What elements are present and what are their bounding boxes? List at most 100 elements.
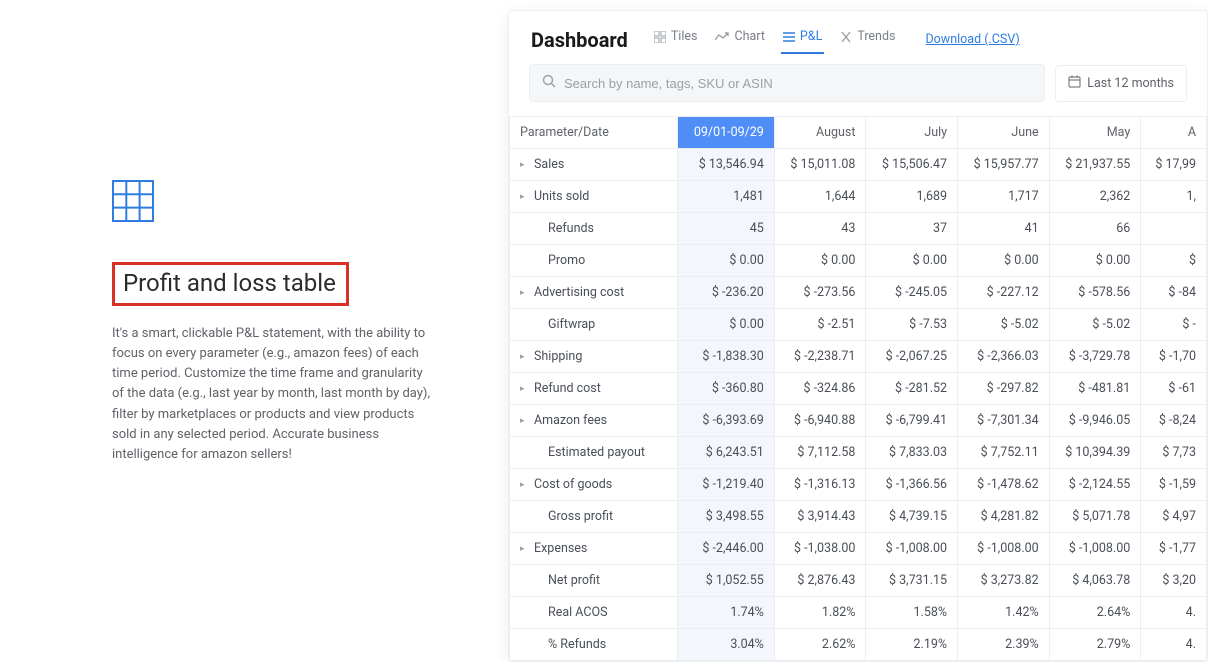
tab-trends[interactable]: Trends (838, 25, 897, 54)
param-cell[interactable]: Real ACOS (510, 597, 678, 629)
table-row[interactable]: ▸Amazon fees$ -6,393.69$ -6,940.88$ -6,7… (510, 405, 1207, 437)
value-cell: $ -6,393.69 (678, 405, 775, 437)
tab-chart[interactable]: Chart (713, 25, 766, 54)
param-label: Refund cost (534, 381, 601, 396)
param-cell[interactable]: ▸Units sold (510, 181, 678, 213)
tab-pl[interactable]: P&L (781, 25, 824, 54)
param-cell[interactable]: % Refunds (510, 629, 678, 661)
table-row[interactable]: ▸Units sold1,4811,6441,6891,7172,3621, (510, 181, 1207, 213)
param-cell[interactable]: ▸Expenses (510, 533, 678, 565)
value-cell: $ 15,011.08 (774, 149, 866, 181)
value-cell: $ -578.56 (1049, 277, 1141, 309)
table-row[interactable]: Estimated payout$ 6,243.51$ 7,112.58$ 7,… (510, 437, 1207, 469)
table-row[interactable]: Net profit$ 1,052.55$ 2,876.43$ 3,731.15… (510, 565, 1207, 597)
table-row[interactable]: % Refunds3.04%2.62%2.19%2.39%2.79%4. (510, 629, 1207, 661)
param-cell[interactable]: Refunds (510, 213, 678, 245)
calendar-icon (1068, 75, 1081, 92)
value-cell: $ 7,752.11 (958, 437, 1050, 469)
table-row[interactable]: ▸Advertising cost$ -236.20$ -273.56$ -24… (510, 277, 1207, 309)
table-row[interactable]: Promo$ 0.00$ 0.00$ 0.00$ 0.00$ 0.00$ (510, 245, 1207, 277)
col-header[interactable]: June (958, 117, 1050, 149)
value-cell: $ -9,946.05 (1049, 405, 1141, 437)
param-cell[interactable]: ▸Shipping (510, 341, 678, 373)
value-cell: $ 17,99 (1141, 149, 1207, 181)
search-box[interactable] (529, 64, 1045, 102)
table-row[interactable]: ▸Shipping$ -1,838.30$ -2,238.71$ -2,067.… (510, 341, 1207, 373)
value-cell: $ 3,20 (1141, 565, 1207, 597)
value-cell: $ -2,124.55 (1049, 469, 1141, 501)
value-cell: 2.79% (1049, 629, 1141, 661)
value-cell: $ 4,739.15 (866, 501, 958, 533)
chart-icon (715, 32, 729, 42)
param-label: Estimated payout (548, 445, 645, 460)
value-cell: $ 0.00 (678, 309, 775, 341)
value-cell: $ -3,729.78 (1049, 341, 1141, 373)
col-header[interactable]: July (866, 117, 958, 149)
table-row[interactable]: Refunds4543374166 (510, 213, 1207, 245)
table-header-row: Parameter/Date09/01-09/29AugustJulyJuneM… (510, 117, 1207, 149)
value-cell: $ -1,478.62 (958, 469, 1050, 501)
expand-icon[interactable]: ▸ (520, 416, 528, 426)
value-cell: 1,717 (958, 181, 1050, 213)
pl-table: Parameter/Date09/01-09/29AugustJulyJuneM… (509, 116, 1207, 661)
param-cell[interactable]: ▸Cost of goods (510, 469, 678, 501)
table-row[interactable]: ▸Expenses$ -2,446.00$ -1,038.00$ -1,008.… (510, 533, 1207, 565)
expand-icon[interactable]: ▸ (520, 352, 528, 362)
value-cell: $ -360.80 (678, 373, 775, 405)
value-cell: $ -1,59 (1141, 469, 1207, 501)
filter-row: Last 12 months (509, 64, 1207, 116)
value-cell: $ -1,77 (1141, 533, 1207, 565)
param-cell[interactable]: ▸ Refund cost (510, 373, 678, 405)
value-cell: $ -1,008.00 (1049, 533, 1141, 565)
table-row[interactable]: ▸Cost of goods$ -1,219.40$ -1,316.13$ -1… (510, 469, 1207, 501)
expand-icon[interactable]: ▸ (520, 192, 528, 202)
tab-tiles[interactable]: Tiles (652, 25, 700, 54)
value-cell: $ (1141, 245, 1207, 277)
value-cell: $ -2,366.03 (958, 341, 1050, 373)
value-cell: 1.74% (678, 597, 775, 629)
value-cell: $ 0.00 (958, 245, 1050, 277)
col-header[interactable]: May (1049, 117, 1141, 149)
value-cell: 43 (774, 213, 866, 245)
expand-icon[interactable]: ▸ (520, 384, 528, 394)
table-row[interactable]: Gross profit$ 3,498.55$ 3,914.43$ 4,739.… (510, 501, 1207, 533)
expand-icon[interactable]: ▸ (520, 480, 528, 490)
list-icon (783, 32, 795, 42)
expand-icon[interactable]: ▸ (520, 544, 528, 554)
search-icon (542, 74, 556, 92)
param-cell[interactable]: ▸Advertising cost (510, 277, 678, 309)
download-csv-link[interactable]: Download (.CSV) (925, 32, 1019, 47)
param-cell[interactable]: Net profit (510, 565, 678, 597)
param-cell[interactable]: Giftwrap (510, 309, 678, 341)
col-header[interactable]: A (1141, 117, 1207, 149)
date-range-label: Last 12 months (1087, 76, 1174, 91)
tab-trends-label: Trends (857, 29, 895, 44)
value-cell: 37 (866, 213, 958, 245)
param-cell[interactable]: Gross profit (510, 501, 678, 533)
param-cell[interactable]: Estimated payout (510, 437, 678, 469)
col-header[interactable]: 09/01-09/29 (678, 117, 775, 149)
feature-title: Profit and loss table (112, 262, 349, 306)
expand-icon[interactable]: ▸ (520, 160, 528, 170)
search-input[interactable] (564, 76, 1032, 91)
value-cell: $ -297.82 (958, 373, 1050, 405)
table-row[interactable]: ▸Sales$ 13,546.94$ 15,011.08$ 15,506.47$… (510, 149, 1207, 181)
dashboard-card: Dashboard Tiles Chart (508, 10, 1208, 662)
value-cell: $ -7,301.34 (958, 405, 1050, 437)
param-cell[interactable]: Promo (510, 245, 678, 277)
tab-tiles-label: Tiles (671, 29, 698, 44)
value-cell: $ -273.56 (774, 277, 866, 309)
col-header[interactable]: August (774, 117, 866, 149)
param-label: Sales (534, 157, 564, 172)
param-label: Net profit (548, 573, 600, 588)
expand-icon[interactable]: ▸ (520, 288, 528, 298)
table-row[interactable]: ▸Refund cost$ -360.80$ -324.86$ -281.52$… (510, 373, 1207, 405)
param-cell[interactable]: ▸ Sales (510, 149, 678, 181)
table-row[interactable]: Real ACOS1.74%1.82%1.58%1.42%2.64%4. (510, 597, 1207, 629)
param-cell[interactable]: ▸Amazon fees (510, 405, 678, 437)
table-row[interactable]: Giftwrap$ 0.00$ -2.51$ -7.53$ -5.02$ -5.… (510, 309, 1207, 341)
value-cell: $ 2,876.43 (774, 565, 866, 597)
value-cell: 4. (1141, 597, 1207, 629)
value-cell: $ -1,366.56 (866, 469, 958, 501)
date-range-picker[interactable]: Last 12 months (1055, 65, 1187, 102)
